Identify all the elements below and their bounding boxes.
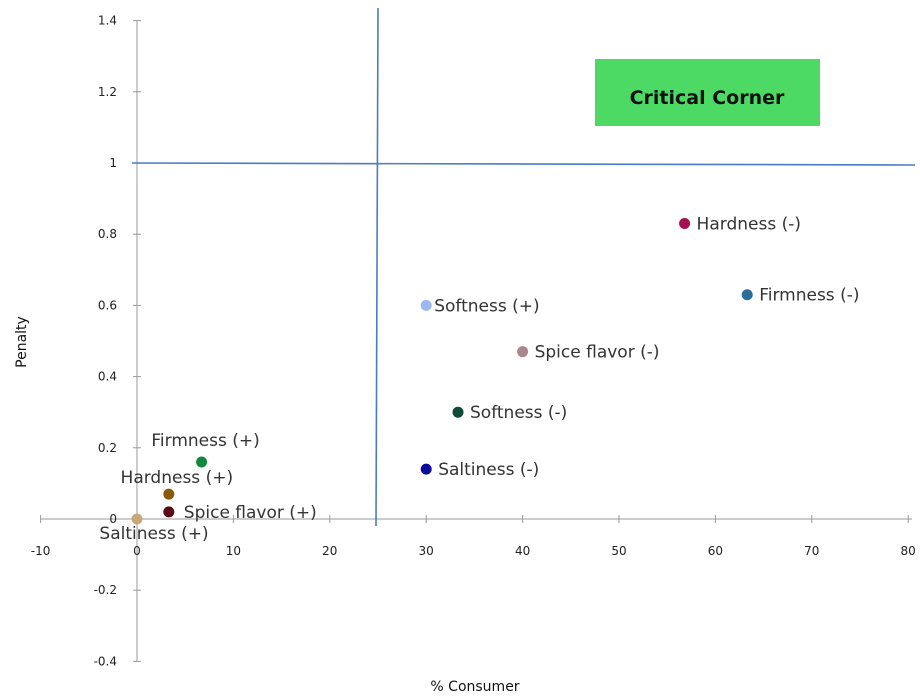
data-point: Hardness (-) xyxy=(679,215,801,235)
data-points: Hardness (-) Firmness (-) Softness (+) Spic… xyxy=(99,215,859,544)
y-tick-label: -0.2 xyxy=(94,583,117,597)
x-tick-label: 50 xyxy=(611,544,626,558)
point-marker xyxy=(452,406,464,418)
point-marker xyxy=(517,346,529,358)
x-tick-label: 30 xyxy=(419,544,434,558)
point-label: Softness (+) xyxy=(434,296,539,316)
x-tick-label: 70 xyxy=(804,544,819,558)
point-label: Spice flavor (-) xyxy=(535,343,660,363)
point-marker xyxy=(163,506,175,518)
y-tick-label: 0.4 xyxy=(98,370,117,384)
critical-corner-box xyxy=(595,59,820,126)
y-tick-label: 0 xyxy=(109,512,117,526)
data-point: Spice flavor (+) xyxy=(163,503,317,523)
data-point: Firmness (+) xyxy=(151,431,260,468)
x-tick-label: 80 xyxy=(901,544,916,558)
y-tick-label: 0.2 xyxy=(98,441,117,455)
data-point: Hardness (+) xyxy=(121,468,234,500)
y-tick-label: 0.8 xyxy=(98,227,117,241)
data-point: Softness (+) xyxy=(420,296,540,316)
data-point: Saltiness (+) xyxy=(99,513,209,544)
x-tick-label: 10 xyxy=(226,544,241,558)
point-label: Hardness (-) xyxy=(697,215,801,235)
x-tick-label: 0 xyxy=(133,544,141,558)
data-point: Firmness (-) xyxy=(741,286,859,306)
data-point: Softness (-) xyxy=(452,403,567,423)
data-point: Saltiness (-) xyxy=(420,460,539,480)
axes: -10 0 10 20 30 40 50 60 70 80 -0.4 -0.2 0 0.2 0.4 0.6 0.… xyxy=(31,14,916,669)
data-point: Spice flavor (-) xyxy=(517,343,660,363)
reference-lines xyxy=(131,7,916,527)
x-axis-title: % Consumer xyxy=(430,679,519,695)
point-marker xyxy=(741,289,753,301)
y-tick-label: 1.4 xyxy=(98,14,117,28)
x-tick-label: 60 xyxy=(708,544,723,558)
point-marker xyxy=(420,463,432,475)
point-marker xyxy=(196,456,208,468)
x-tick-label: -10 xyxy=(31,544,51,558)
critical-corner-annotation: Critical Corner xyxy=(595,59,820,126)
point-label: Firmness (-) xyxy=(759,286,859,306)
point-label: Hardness (+) xyxy=(121,468,234,488)
point-marker xyxy=(679,218,691,230)
point-marker xyxy=(420,299,432,311)
critical-corner-label: Critical Corner xyxy=(630,87,785,109)
point-label: Softness (-) xyxy=(470,403,567,423)
point-label: Spice flavor (+) xyxy=(184,503,317,523)
y-axis-title: Penalty xyxy=(14,316,30,368)
vertical-reference-line xyxy=(375,7,379,527)
point-label: Saltiness (+) xyxy=(99,524,208,544)
y-tick-label: 1.2 xyxy=(98,85,117,99)
x-tick-label: 20 xyxy=(322,544,337,558)
y-tick-label: -0.4 xyxy=(94,654,117,668)
point-marker xyxy=(163,488,175,500)
horizontal-reference-line xyxy=(131,162,916,166)
point-marker xyxy=(131,513,143,525)
x-tick-label: 40 xyxy=(515,544,530,558)
y-tick-label: 1 xyxy=(109,156,117,170)
y-tick-label: 0.6 xyxy=(98,298,117,312)
point-label: Firmness (+) xyxy=(151,431,259,451)
point-label: Saltiness (-) xyxy=(438,460,539,480)
